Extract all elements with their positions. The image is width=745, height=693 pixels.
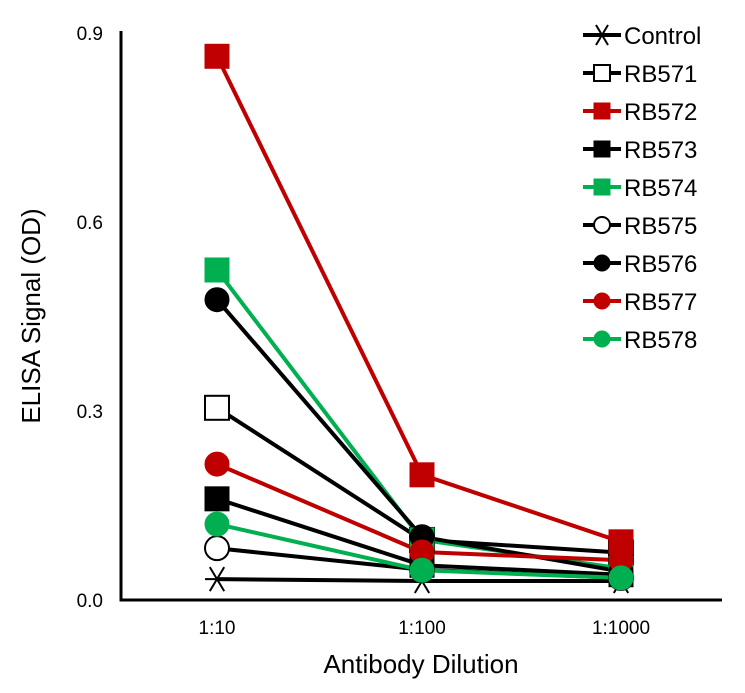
legend-item: RB577 bbox=[583, 289, 697, 316]
data-point-rb578 bbox=[204, 511, 230, 537]
legend-marker bbox=[593, 330, 611, 348]
x-tick-labels: 1:10 1:100 1:1000 bbox=[199, 618, 651, 639]
x-axis-title: Antibody Dilution bbox=[323, 649, 518, 679]
data-point-control bbox=[205, 566, 229, 592]
data-point-rb572 bbox=[409, 462, 435, 488]
legend-marker bbox=[593, 178, 611, 196]
legend-label: RB572 bbox=[624, 99, 697, 126]
x-tick-label: 1:1000 bbox=[592, 618, 650, 639]
x-tick-label: 1:10 bbox=[199, 618, 236, 639]
legend-item: RB578 bbox=[583, 327, 697, 354]
legend-marker bbox=[593, 64, 611, 82]
y-axis-title: ELISA Signal (OD) bbox=[16, 208, 46, 423]
data-point-rb571 bbox=[204, 394, 230, 421]
y-tick-label: 0.3 bbox=[77, 402, 103, 423]
x-tick-label: 1:100 bbox=[398, 618, 446, 639]
legend-item: RB575 bbox=[583, 213, 697, 240]
data-point-rb573 bbox=[204, 486, 230, 512]
legend-label: RB577 bbox=[624, 289, 697, 316]
y-tick-label: 0.6 bbox=[77, 213, 103, 234]
y-tick-label: 0.0 bbox=[77, 591, 103, 612]
legend-item: RB574 bbox=[583, 175, 697, 202]
legend: Control RB571 RB572 RB573 RB574 RB575 RB576 RB5… bbox=[583, 23, 701, 354]
series-lines bbox=[215, 55, 622, 583]
y-tick-label: 0.9 bbox=[77, 24, 103, 45]
y-tick-labels: 0.0 0.3 0.6 0.9 bbox=[77, 24, 103, 612]
data-point-rb572 bbox=[204, 43, 230, 69]
legend-label: RB576 bbox=[624, 251, 697, 278]
legend-label: RB571 bbox=[624, 61, 697, 88]
legend-label: RB578 bbox=[624, 327, 697, 354]
legend-item: RB576 bbox=[583, 251, 697, 278]
legend-marker bbox=[593, 292, 611, 310]
legend-marker bbox=[593, 140, 611, 158]
legend-label: RB573 bbox=[624, 137, 697, 164]
legend-label: RB574 bbox=[624, 175, 697, 202]
legend-label: RB575 bbox=[624, 213, 697, 240]
legend-label: Control bbox=[624, 23, 701, 50]
legend-marker bbox=[593, 254, 611, 272]
legend-marker bbox=[593, 102, 611, 120]
data-point-rb575 bbox=[204, 535, 230, 562]
legend-item: RB573 bbox=[583, 137, 697, 164]
data-point-rb577 bbox=[204, 451, 230, 477]
legend-item: RB572 bbox=[583, 99, 697, 126]
series-line-rb574 bbox=[215, 268, 622, 571]
legend-item: RB571 bbox=[583, 61, 697, 88]
data-point-rb578 bbox=[409, 557, 435, 583]
legend-item: Control bbox=[583, 23, 701, 50]
data-point-rb576 bbox=[204, 287, 230, 313]
data-point-rb574 bbox=[204, 257, 230, 283]
series-markers bbox=[204, 43, 634, 594]
legend-marker bbox=[593, 216, 611, 234]
legend-marker bbox=[592, 24, 612, 46]
data-point-rb578 bbox=[608, 565, 634, 591]
